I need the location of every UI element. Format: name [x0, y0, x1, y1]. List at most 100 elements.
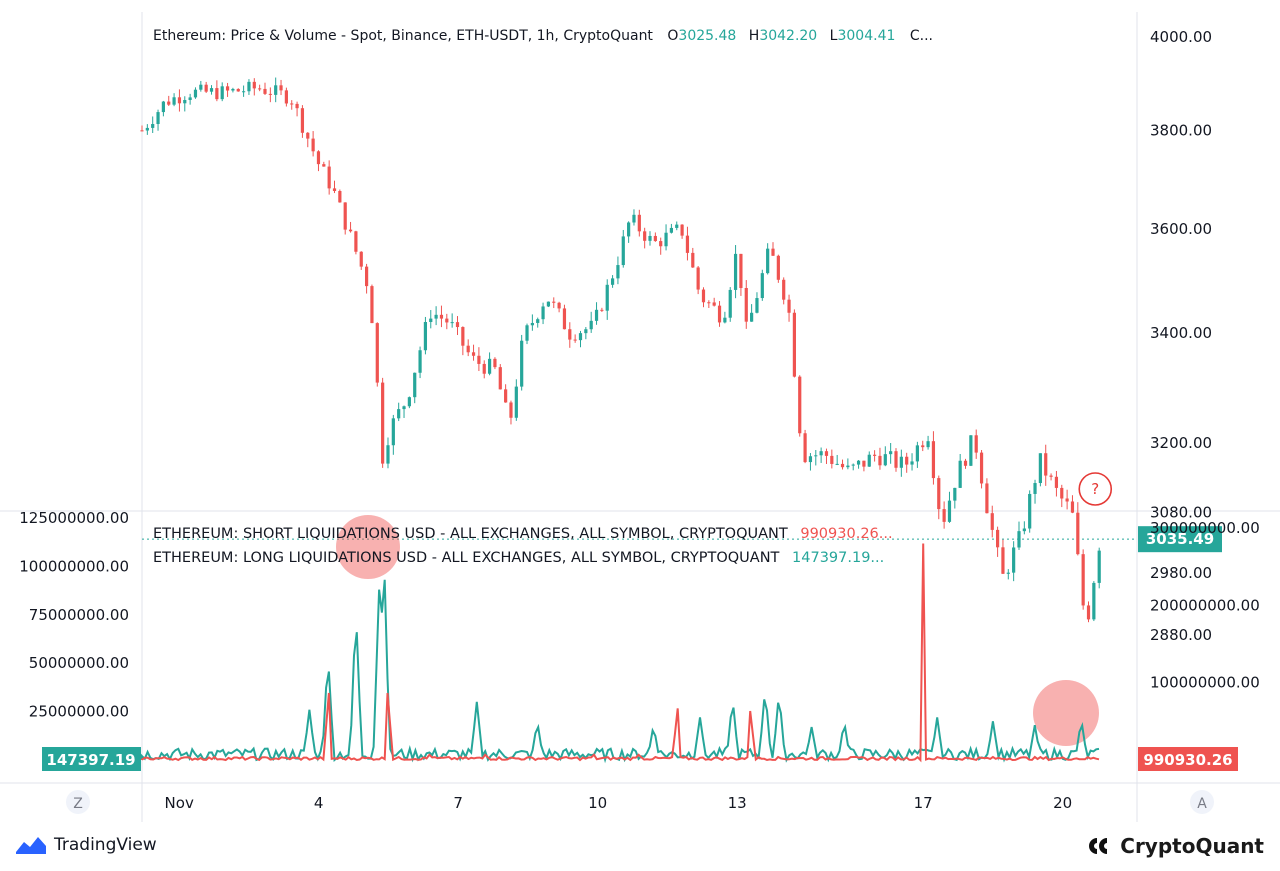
candle-body [161, 101, 165, 113]
long-liq-legend: ETHEREUM: LONG LIQUIDATIONS USD - ALL EX… [153, 550, 884, 566]
candle-body [819, 451, 823, 456]
price-pane[interactable]: ? [140, 77, 1137, 623]
candle-body [996, 529, 1000, 548]
candle-body [332, 188, 337, 192]
cryptoquant-logo-icon [1089, 838, 1108, 854]
right-liq-tick-label: 200000000.00 [1150, 596, 1260, 614]
candle-body [669, 227, 674, 233]
candle-body [653, 235, 657, 242]
candle-body [429, 318, 433, 323]
candle-body [338, 191, 342, 203]
highlight-circle-long-spike [336, 515, 400, 579]
candle-body [466, 345, 470, 353]
svg-text:?: ? [1091, 480, 1099, 498]
time-axis[interactable]: Nov 4 7 10 13 17 20 [165, 794, 1073, 812]
candle-body [942, 509, 946, 522]
time-tick-label: 17 [914, 794, 933, 812]
price-tick-label: 2880.00 [1150, 626, 1212, 644]
candle-body [498, 367, 502, 390]
candle-body [1081, 554, 1085, 606]
candle-body [487, 358, 492, 374]
candle-body [584, 329, 588, 334]
candle-body [188, 97, 192, 101]
svg-text:147397.19: 147397.19 [46, 751, 135, 769]
candle-body [391, 418, 395, 446]
candle-body [445, 318, 449, 323]
candle-body [803, 433, 807, 463]
candle-body [183, 100, 187, 104]
candle-body [899, 456, 903, 468]
candle-body [610, 278, 615, 285]
candle-body [878, 455, 882, 466]
candle-body [1033, 483, 1037, 494]
candle-body [643, 231, 647, 241]
tradingview-brand[interactable]: TradingView [14, 834, 157, 856]
candle-body [1044, 453, 1048, 476]
left-liq-tick-label: 75000000.00 [29, 606, 129, 624]
candle-body [856, 460, 861, 465]
liquidations-pane[interactable] [141, 515, 1100, 764]
long-liquidations-line [141, 579, 1100, 764]
candle-body [343, 202, 347, 230]
price-tick-label: 3400.00 [1150, 324, 1212, 342]
candle-body [530, 322, 534, 326]
candle-body [894, 451, 898, 468]
candle-body [835, 463, 839, 465]
candle-body [905, 456, 909, 465]
question-annotation[interactable]: ? [1078, 472, 1113, 506]
candle-body [707, 302, 711, 304]
candlestick-series [140, 77, 1101, 623]
price-tick-label: 3800.00 [1150, 121, 1212, 139]
log-scale-button-left[interactable]: Z [66, 790, 90, 814]
candle-body [1028, 493, 1032, 529]
time-tick-label: Nov [165, 794, 194, 812]
price-tick-label: 3080.00 [1150, 504, 1212, 522]
candle-body [381, 382, 385, 464]
candle-body [418, 350, 422, 373]
candle-body [969, 435, 973, 466]
candle-body [177, 97, 182, 104]
candle-body [359, 251, 363, 267]
candle-body [921, 445, 925, 448]
candle-body [520, 340, 524, 387]
candle-body [937, 478, 941, 510]
candle-body [397, 409, 401, 419]
candle-body [316, 151, 321, 165]
candle-body [830, 455, 834, 464]
candle-body [274, 85, 278, 95]
svg-text:990930.26: 990930.26 [1143, 751, 1232, 769]
candle-body [236, 88, 240, 92]
candle-body [717, 305, 722, 323]
candle-body [220, 86, 224, 100]
liquidations-right-axis[interactable]: 300000000.00 200000000.00 100000000.00 [1150, 519, 1260, 692]
candle-body [1065, 498, 1069, 502]
candle-body [482, 363, 486, 374]
candle-body [750, 312, 754, 322]
candle-body [450, 322, 454, 324]
candle-body [947, 500, 952, 522]
candle-body [1054, 476, 1059, 488]
candle-body [958, 460, 962, 488]
candle-body [621, 236, 625, 266]
candle-body [268, 93, 272, 95]
candle-body [525, 325, 529, 341]
candle-body [862, 460, 866, 467]
price-axis[interactable]: 4000.00 3800.00 3600.00 3400.00 3200.00 3080.… [1150, 28, 1212, 644]
candle-body [578, 333, 583, 341]
time-tick-label: 20 [1053, 794, 1072, 812]
auto-scale-button-right[interactable]: A [1190, 790, 1214, 814]
candle-body [1049, 475, 1053, 477]
left-liq-tick-label: 50000000.00 [29, 654, 129, 672]
candle-body [493, 358, 497, 368]
candle-body [974, 435, 978, 453]
liquidations-left-axis[interactable]: 125000000.00 100000000.00 75000000.00 50000… [19, 509, 129, 721]
candle-body [691, 252, 695, 268]
price-tick-label: 3600.00 [1150, 220, 1212, 238]
candle-body [659, 241, 663, 247]
cryptoquant-brand[interactable]: CryptoQuant [1088, 834, 1264, 858]
candle-body [167, 101, 171, 105]
candle-body [1092, 582, 1096, 620]
price-legend[interactable]: Ethereum: Price & Volume - Spot, Binance… [153, 28, 933, 44]
liquidations-legend[interactable]: ETHEREUM: SHORT LIQUIDATIONS USD - ALL E… [153, 526, 893, 566]
